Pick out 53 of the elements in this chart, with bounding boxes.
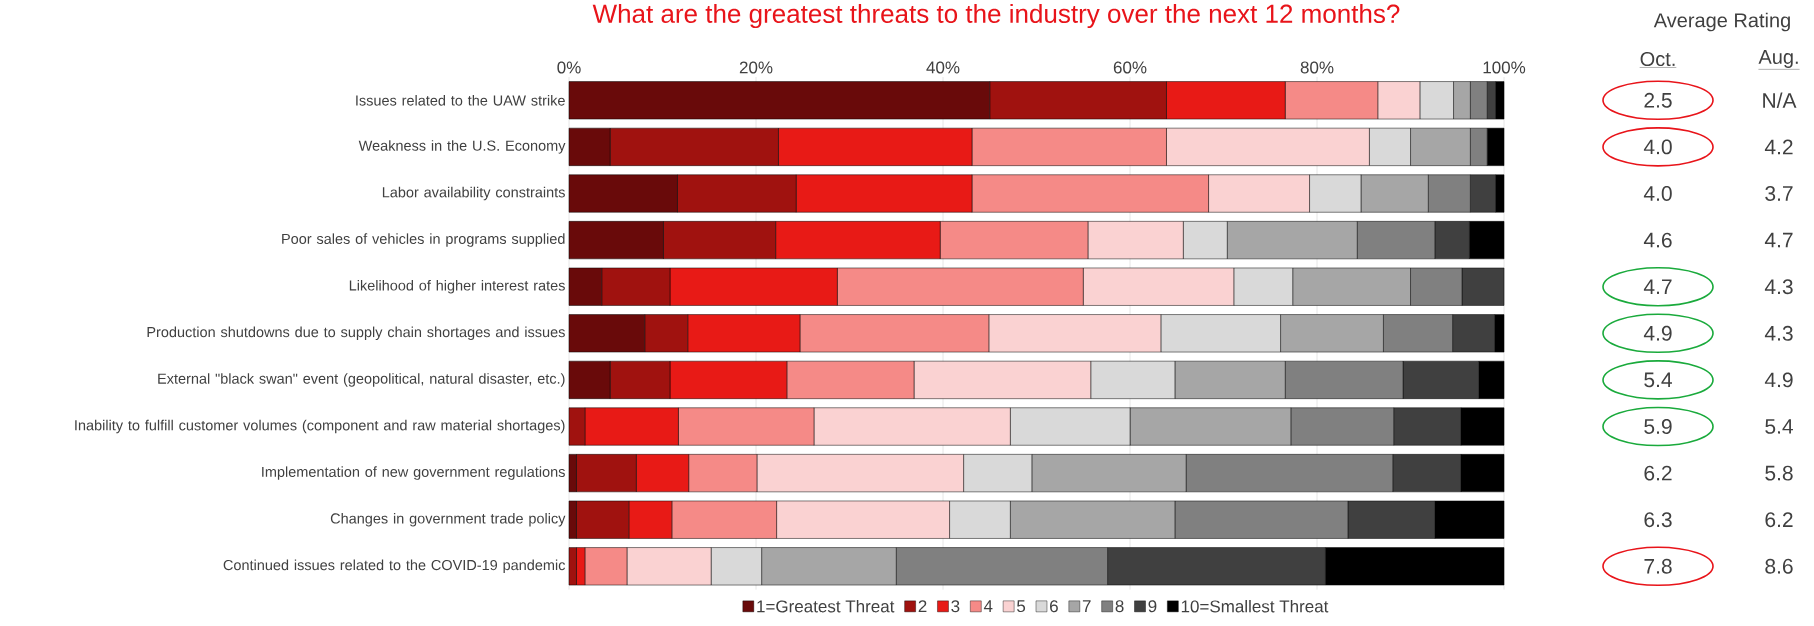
y-tick-label: Weakness in the U.S. Economy [358,140,566,154]
x-tick-label: 80% [1300,61,1334,74]
y-tick-label: External "black swan" event (geopolitical, natural disaster, etc.) [158,373,565,387]
x-tick-label: 20% [739,61,773,74]
text: Aug. [1758,50,1798,68]
legend-label: 4 [983,600,993,612]
text: 2.5 [1644,92,1672,108]
text: 7.8 [1644,558,1672,574]
legend-label: 7 [1082,600,1091,612]
legend-label: 10=Smallest Threat [1181,599,1329,613]
chart-title: What are the greatest threats to the industry over the next 12 months? [592,3,1400,29]
legend-label: 6 [1050,600,1058,613]
text: 4.7 [1764,232,1793,248]
text: 5.4 [1644,372,1672,388]
x-tick-label: 100% [1483,61,1526,74]
text: 4.0 [1643,139,1672,155]
y-tick-label: Likelihood of higher interest rates [349,279,565,294]
text: 6.2 [1765,512,1793,528]
legend-label: 5 [1017,600,1026,613]
y-tick-label: Issues related to the UAW strike [356,94,565,106]
legend-label: 9 [1148,600,1157,613]
text: Oct. [1640,51,1675,67]
text: 4.3 [1764,325,1793,341]
y-tick-label: Labor availability constraints [382,186,565,201]
text: 4.7 [1643,279,1672,294]
text: 4.3 [1764,279,1793,295]
x-tick-label: 60% [1113,61,1147,74]
text: 4.9 [1643,325,1672,341]
legend-label: 8 [1115,600,1124,613]
text: 4.6 [1643,232,1672,248]
text: 5.9 [1644,419,1672,434]
y-tick-label: Implementation of new government regulations [262,466,565,480]
text: 5.4 [1765,419,1793,434]
text: 6.2 [1644,465,1672,481]
y-tick-label: Inability to fulfill customer volumes (component and raw material shortages) [75,419,565,434]
x-tick-label: 40% [926,61,960,74]
legend-label: 3 [951,600,960,613]
legend-label: 1=Greatest Threat [757,599,895,613]
y-tick-label: Changes in government trade policy [330,512,566,527]
text: N/A [1763,92,1797,109]
text: 4.9 [1764,372,1793,388]
legend-label: 2 [918,600,927,613]
y-tick-label: Poor sales of vehicles in programs supplied [282,233,565,247]
text: 5.8 [1765,465,1793,481]
x-tick-label: 0% [557,61,581,74]
text: Average Rating [1653,12,1790,32]
text: 4.0 [1643,186,1672,201]
y-tick-label: Production shutdowns due to supply chain shortages and issues [147,326,565,341]
text: 6.3 [1644,512,1672,528]
text: 3.7 [1765,186,1793,201]
text: 8.6 [1765,558,1793,574]
y-tick-label: Continued issues related to the COVID-19 pandemic [223,559,566,574]
text: 4.2 [1764,139,1793,155]
